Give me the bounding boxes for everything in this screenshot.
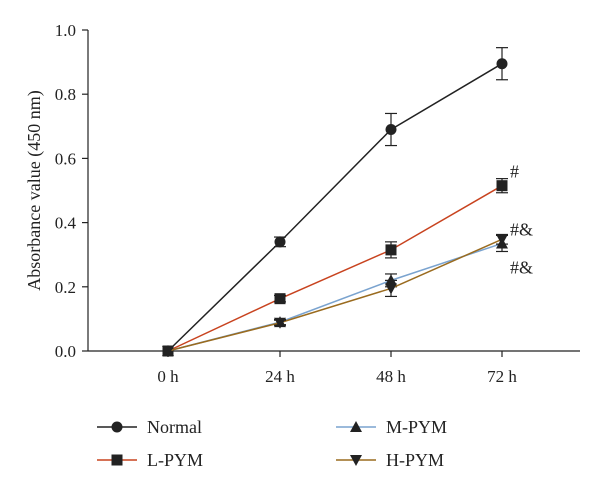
legend-marker — [350, 421, 362, 432]
significance-marker: #& — [510, 257, 533, 277]
data-point — [162, 346, 174, 357]
y-tick-label: 0.0 — [55, 342, 76, 361]
data-point — [274, 317, 286, 329]
legend-label: Normal — [147, 417, 202, 437]
x-tick-label: 48 h — [376, 367, 406, 386]
series-line — [167, 63, 503, 352]
legend-marker — [350, 455, 362, 466]
y-tick-label: 0.6 — [55, 149, 76, 168]
annotations: # #& #& — [510, 162, 533, 278]
legend-item-h-pym: H-PYM — [336, 450, 444, 470]
legend-label: H-PYM — [386, 450, 444, 470]
legend-marker — [111, 454, 123, 466]
y-axis-title: Absorbance value (450 nm) — [24, 90, 45, 290]
data-point — [496, 180, 508, 192]
data-point — [496, 234, 508, 246]
legend-item-l-pym: L-PYM — [97, 450, 203, 470]
legend-item-m-pym: M-PYM — [336, 417, 447, 437]
legend-item-normal: Normal — [97, 417, 202, 437]
significance-marker: # — [510, 162, 519, 182]
series-m-pym — [162, 234, 508, 356]
data-point — [274, 293, 286, 305]
x-tick-label: 0 h — [157, 367, 179, 386]
significance-marker: #& — [510, 219, 533, 239]
series-line — [167, 242, 503, 352]
series-line — [167, 185, 503, 352]
y-tick-label: 0.4 — [55, 214, 77, 233]
y-tick-label: 1.0 — [55, 21, 76, 40]
ticks: 0.0 0.2 0.4 0.6 0.8 1.0 0 h 24 h 48 h 72 h — [55, 21, 518, 386]
series-layer — [162, 47, 508, 357]
legend-label: M-PYM — [386, 417, 447, 437]
legend-marker — [111, 421, 123, 433]
series-normal — [162, 47, 508, 357]
legend: Normal L-PYM M-PYM H-PYM — [97, 417, 447, 470]
series-line — [167, 238, 503, 352]
series-h-pym — [162, 233, 508, 357]
series-l-pym — [162, 178, 508, 357]
y-tick-label: 0.8 — [55, 85, 76, 104]
data-point — [385, 283, 397, 295]
y-tick-label: 0.2 — [55, 278, 76, 297]
x-tick-label: 24 h — [265, 367, 295, 386]
x-tick-label: 72 h — [487, 367, 517, 386]
data-point — [274, 236, 286, 248]
data-point — [385, 244, 397, 256]
legend-label: L-PYM — [147, 450, 203, 470]
data-point — [496, 58, 508, 70]
data-point — [385, 124, 397, 136]
